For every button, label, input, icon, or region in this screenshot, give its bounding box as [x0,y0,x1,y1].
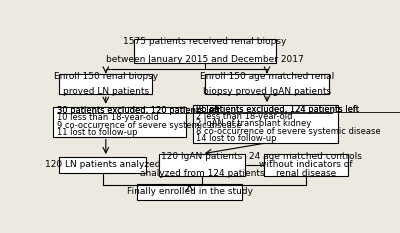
Text: Finally enrolled in the study: Finally enrolled in the study [126,187,252,196]
Text: 2 less than 18-year-old: 2 less than 18-year-old [196,112,293,121]
Text: 24 age matched controls: 24 age matched controls [249,152,362,161]
Text: renal disease: renal disease [276,169,336,178]
Text: 8 co-occurrence of severe systemic disease: 8 co-occurrence of severe systemic disea… [196,127,381,136]
Text: Enroll 150 renal biopsy: Enroll 150 renal biopsy [54,72,158,81]
Text: 1575 patients received renal biopsy: 1575 patients received renal biopsy [123,38,287,46]
FancyBboxPatch shape [137,184,242,199]
Text: 11 lost to follow-up: 11 lost to follow-up [57,128,137,137]
Text: 10 less than 18-year-old: 10 less than 18-year-old [57,113,158,122]
Text: biopsy proved IgAN patients: biopsy proved IgAN patients [203,87,331,96]
Text: 30 patients excluded, 120 patients left: 30 patients excluded, 120 patients left [57,106,220,115]
FancyBboxPatch shape [158,154,245,176]
Text: 30 patients excluded, 120 patients left: 30 patients excluded, 120 patients left [57,106,220,115]
Text: analyzed from 124 patients: analyzed from 124 patients [140,169,264,178]
Text: 2 IgAN of transplant kidney: 2 IgAN of transplant kidney [196,120,312,128]
Text: proved LN patients: proved LN patients [63,87,149,96]
Text: 120 LN patients analyzed: 120 LN patients analyzed [45,160,160,169]
FancyBboxPatch shape [59,157,146,173]
Text: 26 patients excluded, 124 patients left: 26 patients excluded, 124 patients left [196,105,359,114]
Text: 9 co-occurrence of severe systemic disease: 9 co-occurrence of severe systemic disea… [57,121,241,130]
FancyBboxPatch shape [264,154,348,176]
FancyBboxPatch shape [134,39,276,63]
FancyBboxPatch shape [59,74,152,94]
Text: Enroll 150 age matched renal: Enroll 150 age matched renal [200,72,334,81]
Text: 120 IgAN patients: 120 IgAN patients [161,152,242,161]
FancyBboxPatch shape [53,107,186,137]
Text: 14 lost to follow-up: 14 lost to follow-up [196,134,277,143]
Text: 26 patients excluded, 124 patients left: 26 patients excluded, 124 patients left [196,105,359,114]
Text: without indicators of: without indicators of [259,160,352,169]
FancyBboxPatch shape [205,74,329,94]
Text: between January 2015 and December 2017: between January 2015 and December 2017 [106,55,304,64]
FancyBboxPatch shape [193,105,338,143]
